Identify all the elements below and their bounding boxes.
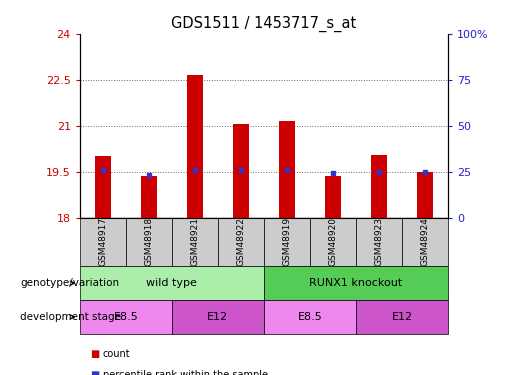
Bar: [356, 300, 448, 334]
Text: GSM48923: GSM48923: [374, 217, 384, 266]
Bar: [417, 172, 433, 217]
Bar: [356, 217, 402, 266]
Text: genotype/variation: genotype/variation: [20, 278, 119, 288]
Text: ■: ■: [90, 350, 99, 359]
Text: count: count: [103, 350, 131, 359]
Bar: [402, 217, 448, 266]
Text: GSM48918: GSM48918: [144, 217, 153, 266]
Bar: [80, 300, 172, 334]
Bar: [279, 121, 295, 218]
Bar: [172, 217, 218, 266]
Text: GSM48921: GSM48921: [191, 217, 199, 266]
Bar: [80, 266, 264, 300]
Text: E12: E12: [391, 312, 413, 322]
Bar: [264, 217, 310, 266]
Text: E8.5: E8.5: [298, 312, 322, 322]
Text: GSM48922: GSM48922: [236, 217, 246, 266]
Text: percentile rank within the sample: percentile rank within the sample: [103, 370, 268, 375]
Bar: [80, 217, 126, 266]
Bar: [126, 217, 172, 266]
Text: RUNX1 knockout: RUNX1 knockout: [310, 278, 403, 288]
Text: E8.5: E8.5: [113, 312, 138, 322]
Text: GSM48917: GSM48917: [98, 217, 107, 266]
Bar: [141, 176, 157, 218]
Bar: [187, 75, 203, 217]
Bar: [233, 124, 249, 218]
Text: GSM48924: GSM48924: [421, 217, 430, 266]
Text: GSM48920: GSM48920: [329, 217, 337, 266]
Text: ■: ■: [90, 370, 99, 375]
Bar: [95, 156, 111, 218]
Bar: [371, 155, 387, 218]
Text: GSM48919: GSM48919: [282, 217, 291, 266]
Title: GDS1511 / 1453717_s_at: GDS1511 / 1453717_s_at: [171, 16, 356, 32]
Bar: [310, 217, 356, 266]
Bar: [264, 300, 356, 334]
Bar: [172, 300, 264, 334]
Bar: [264, 266, 448, 300]
Text: development stage: development stage: [20, 312, 121, 322]
Bar: [218, 217, 264, 266]
Text: wild type: wild type: [146, 278, 197, 288]
Text: E12: E12: [208, 312, 229, 322]
Bar: [325, 176, 341, 218]
